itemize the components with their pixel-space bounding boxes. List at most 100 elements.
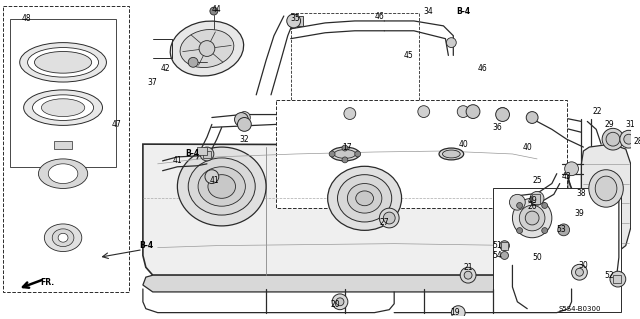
Circle shape bbox=[526, 112, 538, 123]
Ellipse shape bbox=[606, 132, 620, 146]
Text: 30: 30 bbox=[579, 261, 588, 270]
Circle shape bbox=[451, 306, 465, 319]
Bar bbox=[203, 151, 211, 158]
Circle shape bbox=[457, 106, 469, 117]
Ellipse shape bbox=[525, 211, 539, 225]
Text: 19: 19 bbox=[451, 308, 460, 317]
Ellipse shape bbox=[42, 99, 84, 116]
Bar bbox=[613, 275, 621, 283]
Text: 25: 25 bbox=[532, 176, 542, 185]
Bar bbox=[532, 194, 540, 204]
Circle shape bbox=[355, 151, 361, 157]
Bar bbox=[10, 19, 116, 167]
Ellipse shape bbox=[170, 21, 244, 76]
Circle shape bbox=[418, 106, 429, 117]
Text: 32: 32 bbox=[239, 135, 249, 144]
Circle shape bbox=[287, 14, 301, 28]
Circle shape bbox=[530, 191, 544, 205]
Circle shape bbox=[564, 162, 579, 176]
Ellipse shape bbox=[595, 176, 617, 201]
Circle shape bbox=[572, 264, 588, 280]
Text: 39: 39 bbox=[575, 209, 584, 218]
Ellipse shape bbox=[48, 164, 78, 183]
Ellipse shape bbox=[28, 48, 99, 77]
Ellipse shape bbox=[24, 90, 102, 125]
Circle shape bbox=[234, 113, 248, 126]
Text: 27: 27 bbox=[380, 219, 389, 227]
Ellipse shape bbox=[330, 147, 360, 161]
Ellipse shape bbox=[180, 29, 234, 68]
Circle shape bbox=[329, 151, 335, 157]
Polygon shape bbox=[532, 145, 579, 289]
Circle shape bbox=[464, 271, 472, 279]
Text: 50: 50 bbox=[532, 253, 542, 262]
Bar bbox=[289, 16, 303, 26]
Text: 52: 52 bbox=[604, 271, 614, 280]
Ellipse shape bbox=[334, 150, 356, 159]
Circle shape bbox=[342, 145, 348, 151]
Bar bbox=[237, 115, 246, 122]
Circle shape bbox=[447, 38, 456, 48]
Bar bbox=[500, 242, 509, 249]
Circle shape bbox=[336, 298, 344, 306]
Text: B-4: B-4 bbox=[185, 150, 199, 159]
Circle shape bbox=[188, 57, 198, 67]
Circle shape bbox=[342, 157, 348, 163]
Circle shape bbox=[496, 108, 509, 122]
Ellipse shape bbox=[348, 183, 382, 213]
Text: 47: 47 bbox=[111, 120, 121, 129]
Ellipse shape bbox=[33, 95, 93, 121]
Text: 54: 54 bbox=[493, 251, 502, 260]
Bar bbox=[276, 100, 566, 208]
Ellipse shape bbox=[198, 167, 245, 206]
Circle shape bbox=[460, 267, 476, 283]
Ellipse shape bbox=[439, 148, 463, 160]
Text: 44: 44 bbox=[212, 4, 221, 14]
Ellipse shape bbox=[624, 134, 634, 144]
Ellipse shape bbox=[589, 170, 623, 207]
Text: 51: 51 bbox=[493, 241, 502, 250]
Bar bbox=[438, 106, 447, 117]
Text: 40: 40 bbox=[458, 140, 468, 149]
Text: S5S4-B0300: S5S4-B0300 bbox=[558, 306, 601, 312]
Text: 26: 26 bbox=[527, 202, 537, 211]
Text: 20: 20 bbox=[330, 300, 340, 309]
Circle shape bbox=[332, 294, 348, 310]
Text: 41: 41 bbox=[173, 156, 182, 165]
Circle shape bbox=[237, 117, 252, 131]
Text: 53: 53 bbox=[557, 225, 566, 234]
Text: 42: 42 bbox=[161, 64, 170, 73]
Text: 40: 40 bbox=[522, 143, 532, 152]
Ellipse shape bbox=[328, 166, 401, 230]
Ellipse shape bbox=[519, 205, 545, 231]
Text: 34: 34 bbox=[424, 7, 433, 16]
Bar bbox=[54, 141, 72, 149]
Bar bbox=[3, 6, 129, 292]
Ellipse shape bbox=[208, 175, 236, 198]
Circle shape bbox=[199, 41, 215, 56]
Text: 22: 22 bbox=[593, 107, 602, 116]
Text: 48: 48 bbox=[22, 14, 31, 24]
Circle shape bbox=[380, 208, 399, 228]
Circle shape bbox=[497, 108, 509, 120]
Circle shape bbox=[210, 7, 218, 15]
Ellipse shape bbox=[188, 158, 255, 215]
Ellipse shape bbox=[58, 233, 68, 242]
Bar bbox=[493, 189, 621, 312]
Text: 49: 49 bbox=[527, 196, 537, 205]
Text: 36: 36 bbox=[493, 123, 502, 132]
Text: 29: 29 bbox=[604, 120, 614, 129]
Circle shape bbox=[200, 147, 214, 161]
Text: FR.: FR. bbox=[40, 278, 54, 286]
Circle shape bbox=[466, 105, 480, 118]
Ellipse shape bbox=[356, 191, 374, 206]
Text: 31: 31 bbox=[626, 120, 636, 129]
Text: 38: 38 bbox=[577, 189, 586, 198]
Text: 46: 46 bbox=[374, 12, 384, 21]
Circle shape bbox=[541, 228, 548, 234]
Circle shape bbox=[500, 251, 509, 259]
Ellipse shape bbox=[442, 150, 460, 158]
Circle shape bbox=[205, 170, 219, 183]
Bar bbox=[291, 13, 419, 136]
Text: 28: 28 bbox=[634, 137, 640, 146]
